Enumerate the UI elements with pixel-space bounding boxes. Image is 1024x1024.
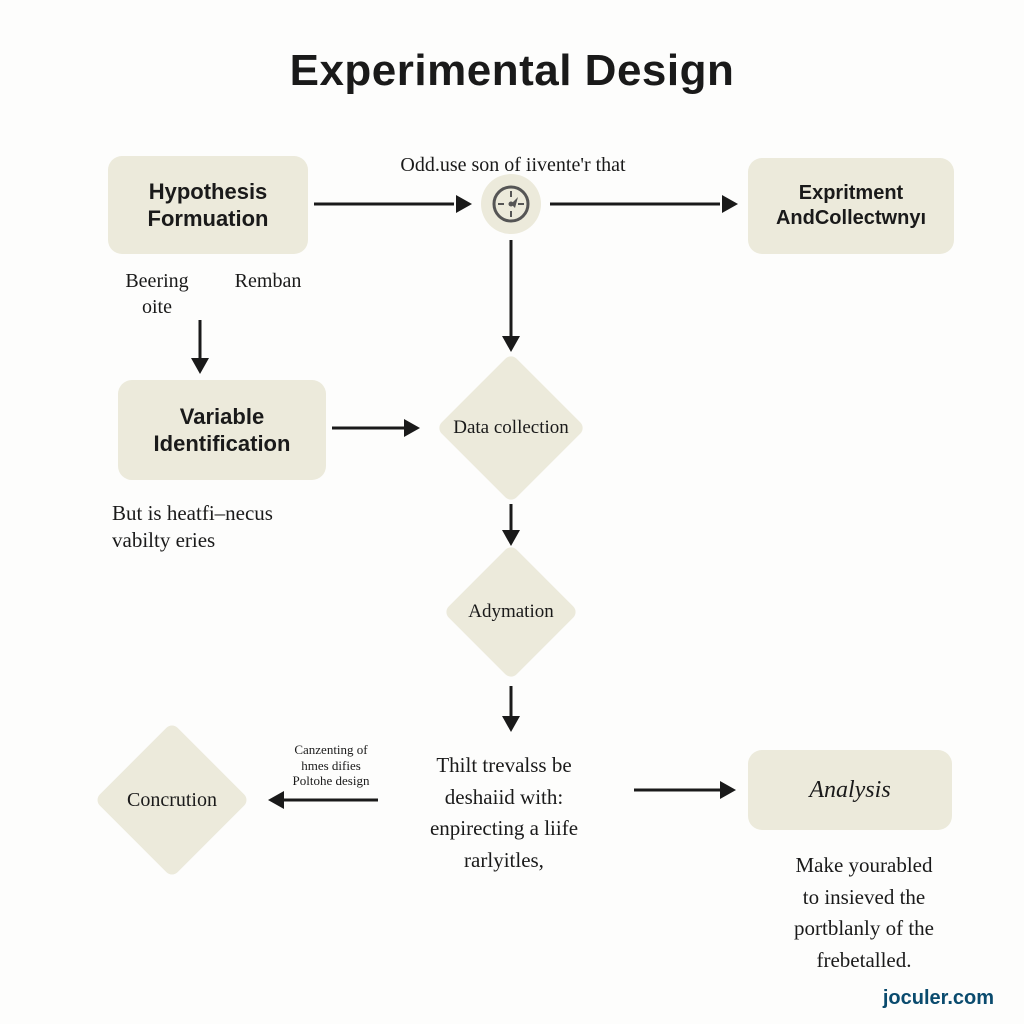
node-concrution: Concrution <box>97 725 247 875</box>
node-data-collection: Data collection <box>436 353 586 503</box>
node-experiment-line1: Expritment <box>799 182 903 204</box>
caption-thilt: Thilt trevalss be deshaiid with: enpirec… <box>394 750 614 876</box>
node-analysis-label: Analysis <box>809 775 890 805</box>
node-adymation-label: Adymation <box>468 601 554 623</box>
node-analysis: Analysis <box>748 750 952 830</box>
caption-top-center: Odd.use son of iivente'r that <box>358 152 668 178</box>
caption-beering: Beering oite <box>116 268 198 320</box>
node-concrution-label: Concrution <box>127 789 217 812</box>
node-experiment-line2: AndCollectwnyı <box>776 207 926 229</box>
node-experiment: Expritment AndCollectwnyı <box>748 158 954 254</box>
node-variable: Variable Identification <box>118 380 326 480</box>
node-variable-line1: Variable <box>180 404 264 429</box>
node-hypothesis-line2: Formuation <box>148 206 269 231</box>
node-hypothesis-line1: Hypothesis <box>149 179 268 204</box>
caption-remban: Remban <box>218 268 318 294</box>
node-hypothesis: Hypothesis Formuation <box>108 156 308 254</box>
flowchart-canvas: Experimental Design Hypothesis Formuatio… <box>0 0 1024 1024</box>
compass-icon <box>481 174 541 234</box>
caption-make-your: Make yourabled to insieved the portblanl… <box>754 850 974 976</box>
caption-canzenting: Canzenting of hmes difies Poltohe design <box>276 742 386 789</box>
node-data-collection-label: Data collection <box>453 417 569 439</box>
caption-but-is: But is heatfi–necus vabilty eries <box>112 500 352 555</box>
watermark: joculer.com <box>883 987 994 1010</box>
node-adymation: Adymation <box>441 542 581 682</box>
diagram-title: Experimental Design <box>0 46 1024 96</box>
node-variable-line2: Identification <box>154 431 291 456</box>
